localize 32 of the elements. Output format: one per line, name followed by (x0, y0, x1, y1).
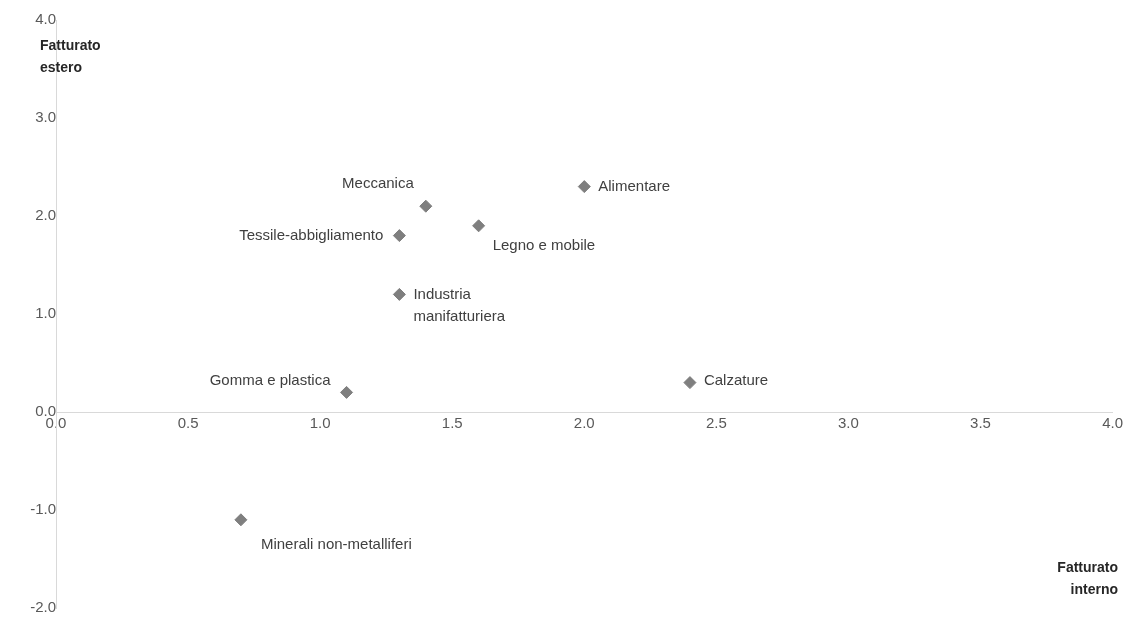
point (419, 199, 433, 213)
y-tick-label: 2.0 (35, 206, 56, 224)
annotation: Minerali non-metalliferi (260, 534, 412, 552)
annotation: Alimentare (598, 176, 670, 194)
point (472, 219, 486, 233)
x-axis-title: Fatturato interno (1056, 558, 1118, 599)
x-tick-label: 1.5 (441, 414, 463, 432)
y-tick-label: -2.0 (30, 598, 56, 616)
x-tick-label: 0.5 (177, 414, 199, 432)
point (577, 180, 591, 194)
x-tick-label: 3.5 (970, 414, 991, 432)
point (683, 376, 697, 390)
point (392, 287, 406, 301)
x-tick-label: 2.0 (573, 414, 595, 432)
x-tick-label: 3.0 (838, 414, 859, 432)
y-axis-title: Fatturato estero (40, 36, 102, 77)
annotation: Gomma e plastica (209, 370, 332, 388)
y-tick-label: 1.0 (35, 304, 56, 322)
y-tick-label: 4.0 (35, 10, 56, 28)
y-tick-label: -1.0 (30, 500, 56, 518)
annotation: Industria manifatturiera (413, 284, 506, 324)
point (234, 513, 248, 527)
x-tick-label: 1.0 (309, 414, 331, 432)
annotation: Tessile-abbigliamento (239, 225, 384, 243)
point (392, 229, 406, 243)
y-tick-label: 3.0 (35, 108, 56, 126)
point (340, 385, 354, 399)
annotation: Meccanica (342, 174, 415, 192)
x-tick-label: 2.5 (705, 414, 727, 432)
annotation: Legno e mobile (492, 235, 596, 253)
x-tick-label: 4.0 (1102, 414, 1123, 432)
annotation: Calzature (703, 370, 769, 388)
